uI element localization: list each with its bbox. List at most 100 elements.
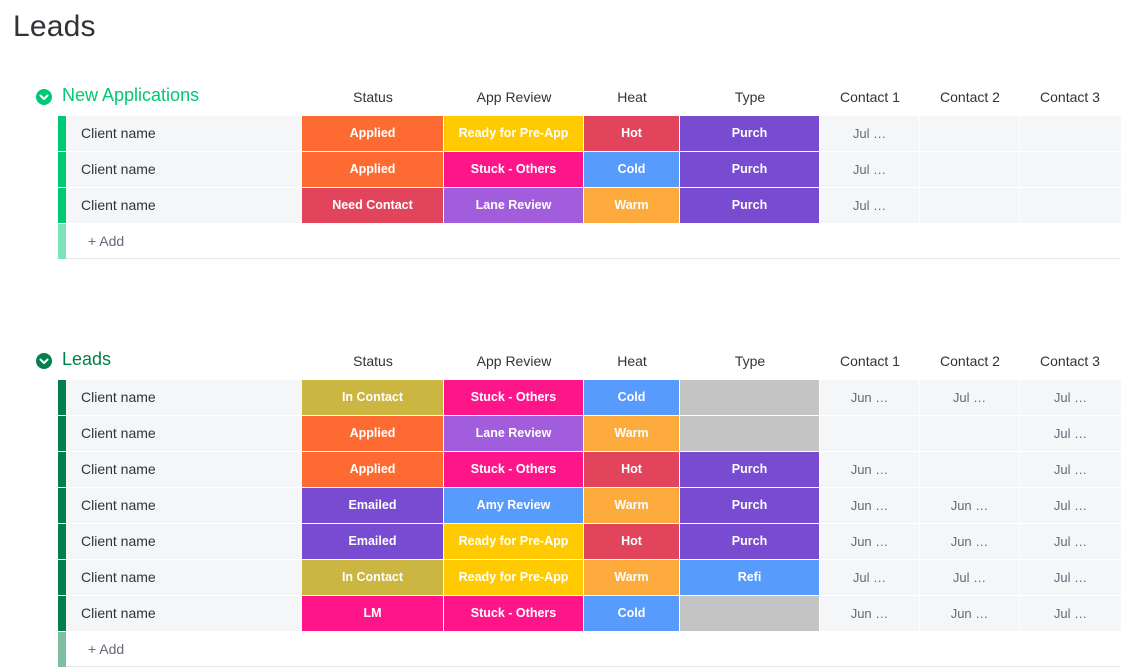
add-item-button[interactable]: + Add xyxy=(88,233,125,249)
add-item-row[interactable]: + Add xyxy=(58,632,1121,667)
contact-2-date[interactable]: Jul … xyxy=(920,380,1019,415)
type-label[interactable]: Purch xyxy=(680,188,819,223)
contact-3-date[interactable] xyxy=(1020,116,1121,151)
review-label[interactable]: Ready for Pre-App xyxy=(444,116,583,151)
contact-2-date[interactable]: Jun … xyxy=(920,524,1019,559)
contact-1-date[interactable]: Jun … xyxy=(820,452,919,487)
review-label[interactable]: Ready for Pre-App xyxy=(444,560,583,595)
column-header-app-review[interactable]: App Review xyxy=(476,353,552,369)
contact-3-date[interactable] xyxy=(1020,188,1121,223)
status-label[interactable]: Emailed xyxy=(302,524,443,559)
type-label[interactable]: Refi xyxy=(680,560,819,595)
column-header-heat[interactable]: Heat xyxy=(617,89,647,105)
status-label[interactable]: Applied xyxy=(302,452,443,487)
table-row[interactable]: Client name Applied Ready for Pre-App Hot Pu… xyxy=(58,116,1121,151)
type-label[interactable] xyxy=(680,416,819,451)
status-label[interactable]: Applied xyxy=(302,152,443,187)
contact-3-date[interactable]: Jul … xyxy=(1020,596,1121,631)
contact-3-date[interactable] xyxy=(1020,152,1121,187)
status-label[interactable]: Applied xyxy=(302,416,443,451)
review-label[interactable]: Stuck - Others xyxy=(444,452,583,487)
column-header-contact-2[interactable]: Contact 2 xyxy=(940,353,1000,369)
heat-label[interactable]: Warm xyxy=(584,560,679,595)
contact-1-date[interactable]: Jun … xyxy=(820,380,919,415)
contact-2-date[interactable]: Jun … xyxy=(920,596,1019,631)
table-row[interactable]: Client name Need Contact Lane Review Warm Pu… xyxy=(58,188,1121,223)
contact-2-date[interactable] xyxy=(920,416,1019,451)
heat-label[interactable]: Cold xyxy=(584,380,679,415)
type-label[interactable]: Purch xyxy=(680,488,819,523)
review-label[interactable]: Amy Review xyxy=(444,488,583,523)
contact-3-date[interactable]: Jul … xyxy=(1020,560,1121,595)
contact-3-date[interactable]: Jul … xyxy=(1020,416,1121,451)
table-row[interactable]: Client name In Contact Stuck - Others Cold J… xyxy=(58,380,1121,415)
column-header-contact-2[interactable]: Contact 2 xyxy=(940,89,1000,105)
contact-1-date[interactable] xyxy=(820,416,919,451)
review-label[interactable]: Lane Review xyxy=(444,188,583,223)
contact-2-date[interactable] xyxy=(920,452,1019,487)
column-header-contact-3[interactable]: Contact 3 xyxy=(1040,89,1100,105)
type-label[interactable]: Purch xyxy=(680,524,819,559)
status-label[interactable]: In Contact xyxy=(302,560,443,595)
contact-3-date[interactable]: Jul … xyxy=(1020,380,1121,415)
status-label[interactable]: In Contact xyxy=(302,380,443,415)
contact-1-date[interactable]: Jul … xyxy=(820,152,919,187)
add-item-row[interactable]: + Add xyxy=(58,224,1121,259)
item-name[interactable]: Client name xyxy=(66,524,302,559)
chevron-down-icon[interactable] xyxy=(36,89,52,105)
contact-2-date[interactable] xyxy=(920,152,1019,187)
status-label[interactable]: Emailed xyxy=(302,488,443,523)
item-name[interactable]: Client name xyxy=(66,488,302,523)
group-title[interactable]: Leads xyxy=(62,349,112,369)
column-header-type[interactable]: Type xyxy=(734,89,766,105)
table-row[interactable]: Client name Applied Stuck - Others Cold Purc… xyxy=(58,152,1121,187)
type-label[interactable]: Purch xyxy=(680,452,819,487)
contact-1-date[interactable]: Jun … xyxy=(820,524,919,559)
status-label[interactable]: Applied xyxy=(302,116,443,151)
column-header-status[interactable]: Status xyxy=(353,353,393,369)
column-header-contact-1[interactable]: Contact 1 xyxy=(840,353,900,369)
heat-label[interactable]: Cold xyxy=(584,596,679,631)
column-header-contact-3[interactable]: Contact 3 xyxy=(1040,353,1100,369)
item-name[interactable]: Client name xyxy=(66,560,302,595)
contact-3-date[interactable]: Jul … xyxy=(1020,524,1121,559)
contact-2-date[interactable]: Jul … xyxy=(920,560,1019,595)
chevron-down-icon[interactable] xyxy=(36,353,52,369)
heat-label[interactable]: Hot xyxy=(584,524,679,559)
contact-2-date[interactable] xyxy=(920,188,1019,223)
table-row[interactable]: Client name LM Stuck - Others Cold Jun … Jun … xyxy=(58,596,1121,631)
contact-3-date[interactable]: Jul … xyxy=(1020,488,1121,523)
heat-label[interactable]: Hot xyxy=(584,116,679,151)
item-name[interactable]: Client name xyxy=(66,416,302,451)
contact-1-date[interactable]: Jun … xyxy=(820,488,919,523)
status-label[interactable]: LM xyxy=(302,596,443,631)
review-label[interactable]: Stuck - Others xyxy=(444,596,583,631)
type-label[interactable]: Purch xyxy=(680,152,819,187)
contact-1-date[interactable]: Jul … xyxy=(820,560,919,595)
column-header-status[interactable]: Status xyxy=(353,89,393,105)
table-row[interactable]: Client name Emailed Ready for Pre-App Hot Pu… xyxy=(58,524,1121,559)
review-label[interactable]: Ready for Pre-App xyxy=(444,524,583,559)
review-label[interactable]: Stuck - Others xyxy=(444,380,583,415)
heat-label[interactable]: Warm xyxy=(584,188,679,223)
column-header-type[interactable]: Type xyxy=(734,353,766,369)
heat-label[interactable]: Hot xyxy=(584,452,679,487)
contact-3-date[interactable]: Jul … xyxy=(1020,452,1121,487)
table-row[interactable]: Client name Emailed Amy Review Warm Purch Jun… xyxy=(58,488,1121,523)
item-name[interactable]: Client name xyxy=(66,596,302,631)
table-row[interactable]: Client name In Contact Ready for Pre-App Wa… xyxy=(58,560,1121,595)
status-label[interactable]: Need Contact xyxy=(302,188,443,223)
table-row[interactable]: Client name Applied Stuck - Others Hot Purch… xyxy=(58,452,1121,487)
column-header-app-review[interactable]: App Review xyxy=(476,89,552,105)
table-row[interactable]: Client name Applied Lane Review Warm Jul … xyxy=(58,416,1121,451)
heat-label[interactable]: Warm xyxy=(584,488,679,523)
column-header-contact-1[interactable]: Contact 1 xyxy=(840,89,900,105)
item-name[interactable]: Client name xyxy=(66,152,302,187)
review-label[interactable]: Lane Review xyxy=(444,416,583,451)
item-name[interactable]: Client name xyxy=(66,116,302,151)
heat-label[interactable]: Cold xyxy=(584,152,679,187)
contact-2-date[interactable]: Jun … xyxy=(920,488,1019,523)
contact-1-date[interactable]: Jul … xyxy=(820,188,919,223)
type-label[interactable] xyxy=(680,596,819,631)
item-name[interactable]: Client name xyxy=(66,452,302,487)
